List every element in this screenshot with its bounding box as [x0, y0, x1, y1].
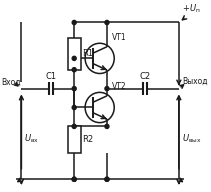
Circle shape [72, 177, 76, 181]
Bar [68, 38, 81, 70]
Circle shape [105, 177, 109, 181]
Circle shape [105, 124, 109, 128]
Text: C1: C1 [46, 72, 57, 81]
Text: VT1: VT1 [112, 33, 127, 42]
Circle shape [72, 68, 76, 72]
Text: C2: C2 [140, 72, 151, 81]
Circle shape [105, 177, 109, 181]
Text: $+U_{\rm п}$: $+U_{\rm п}$ [183, 2, 201, 15]
Text: R1: R1 [82, 49, 93, 58]
Bar [68, 126, 81, 153]
Circle shape [105, 20, 109, 25]
Circle shape [72, 56, 76, 60]
Text: $U_{\rm вх}$: $U_{\rm вх}$ [24, 132, 39, 145]
Circle shape [72, 177, 76, 181]
Circle shape [72, 87, 76, 91]
Text: R2: R2 [82, 135, 93, 144]
Circle shape [72, 105, 76, 110]
Circle shape [72, 20, 76, 25]
Text: Вход: Вход [1, 78, 21, 87]
Text: VT2: VT2 [112, 82, 127, 91]
Circle shape [105, 87, 109, 91]
Text: $U_{\rm вых}$: $U_{\rm вых}$ [182, 132, 201, 145]
Text: Выход: Выход [183, 77, 208, 86]
Circle shape [72, 124, 76, 128]
